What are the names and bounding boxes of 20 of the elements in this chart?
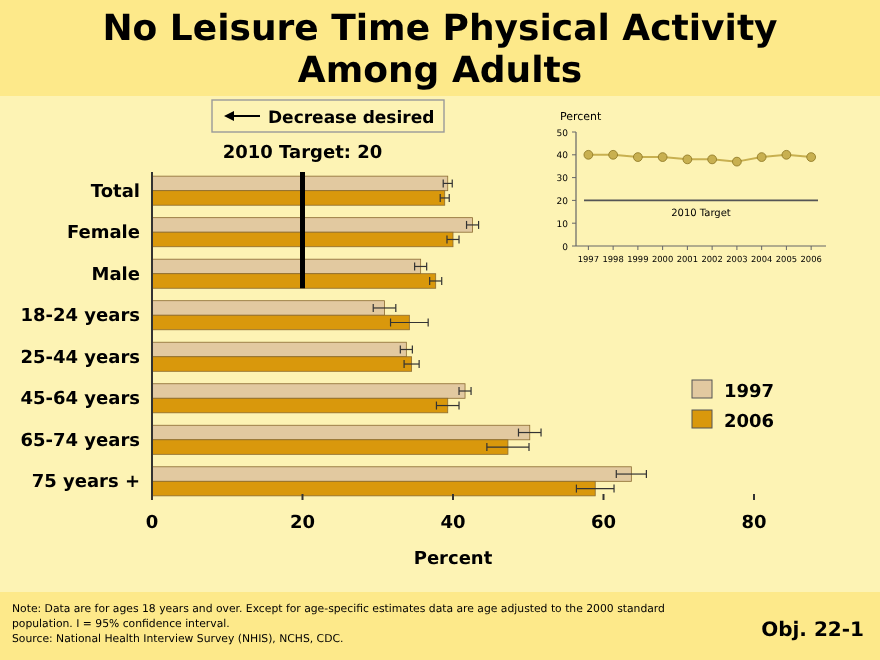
ref-line-label: 2010 Target: 20 — [222, 144, 383, 164]
y-tick-label: Total — [90, 182, 140, 203]
y-tick-label: 75 years + — [31, 473, 140, 494]
text: Decrease desired — [268, 109, 435, 129]
legend-label: 1997 — [724, 383, 775, 403]
x-tick-label: 40 — [440, 514, 466, 534]
x-tick-label: 0 — [145, 514, 159, 534]
chart-title: No Leisure Time Physical Activity Among Adults — [102, 8, 779, 92]
x-axis-title: Percent — [413, 550, 494, 570]
legend-label: 2006 — [724, 413, 775, 433]
y-tick-label: 25-44 years — [20, 348, 140, 369]
x-tick-label: 80 — [741, 514, 767, 534]
x-tick-label: 20 — [289, 514, 316, 534]
y-tick-label: 18-24 years — [20, 307, 140, 328]
y-tick-label: Female — [66, 224, 140, 245]
y-tick-label: Male — [91, 265, 140, 286]
y-tick-label: 65-74 years — [20, 431, 140, 452]
y-tick-label: 45-64 years — [20, 390, 140, 411]
text: Obj. 22-1 — [761, 620, 865, 642]
x-tick-label: 60 — [590, 514, 617, 534]
